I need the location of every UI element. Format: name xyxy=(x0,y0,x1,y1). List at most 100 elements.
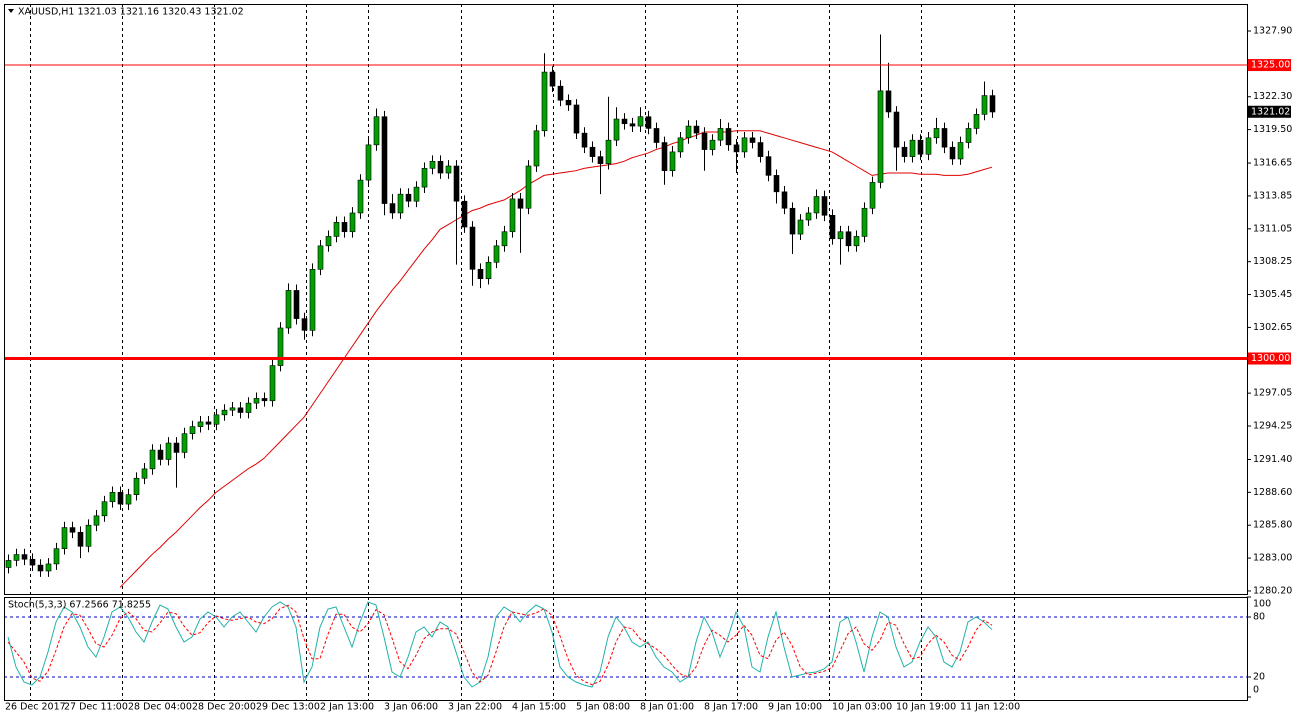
candle-body xyxy=(429,161,436,169)
candle-body xyxy=(845,231,852,247)
candle-body xyxy=(197,421,204,427)
y-tick-label: 1291.40 xyxy=(1253,454,1292,465)
x-tick-label: 28 Dec 20:00 xyxy=(192,702,256,713)
candle-body xyxy=(205,421,212,425)
candle-body xyxy=(133,477,140,495)
candle-body xyxy=(45,563,52,572)
candle-body xyxy=(917,139,924,155)
stoch-plot xyxy=(4,601,1247,688)
candle-body xyxy=(405,193,412,202)
candle-body xyxy=(317,245,324,270)
candle-body xyxy=(13,554,20,561)
menu-triangle[interactable] xyxy=(8,9,14,13)
x-tick-label: 2 Jan 13:00 xyxy=(320,702,374,713)
y-tick-label: 0 xyxy=(1253,685,1259,696)
candle-body xyxy=(333,222,340,237)
x-tick-label: 11 Jan 12:00 xyxy=(960,702,1020,713)
candle-body xyxy=(269,365,276,402)
candle-body xyxy=(213,414,220,425)
candle-body xyxy=(437,161,444,174)
candle-body xyxy=(245,402,252,413)
candle-body xyxy=(445,165,452,174)
axes-layer: 1327.90 1322.30 1319.50 1316.65 1313.85 1311.… xyxy=(5,25,1292,712)
candle-body xyxy=(341,222,348,233)
candle-body xyxy=(773,175,780,193)
candle-body xyxy=(93,515,100,526)
x-tick-label: 29 Dec 13:00 xyxy=(256,702,320,713)
candle-body xyxy=(789,207,796,235)
candle-body xyxy=(293,290,300,319)
candle-body xyxy=(573,104,580,134)
x-tick-label: 10 Jan 19:00 xyxy=(896,702,956,713)
candle-body xyxy=(581,132,588,148)
candle-body xyxy=(413,186,420,202)
candle-body xyxy=(525,165,532,209)
candle-body xyxy=(925,137,932,155)
candle-body xyxy=(421,168,428,188)
y-tick-label: 1311.05 xyxy=(1253,223,1292,234)
candle-body xyxy=(821,196,828,216)
candle-body xyxy=(989,95,996,113)
y-tick-label: 1285.80 xyxy=(1253,520,1292,531)
candle-body xyxy=(829,215,836,240)
candle-body xyxy=(645,116,652,129)
candle-body xyxy=(701,132,708,150)
candle-body xyxy=(621,118,628,125)
candle-body xyxy=(837,231,844,240)
candle-body xyxy=(949,146,956,160)
candle-body xyxy=(885,90,892,113)
indicator-title: Stoch(5,3,3) 67.2566 71.8255 xyxy=(8,600,151,611)
grid-layer xyxy=(30,4,1015,700)
candle-body xyxy=(141,468,148,479)
moving-average xyxy=(119,130,993,588)
candle-body xyxy=(669,151,676,171)
y-tick-label: 1288.60 xyxy=(1253,487,1292,498)
candle-body xyxy=(517,198,524,209)
y-tick-label: 1294.25 xyxy=(1253,421,1292,432)
candle-body xyxy=(565,99,572,106)
candle-body xyxy=(965,128,972,143)
candle-body xyxy=(509,198,516,233)
candle-body xyxy=(661,142,668,171)
candle-body xyxy=(109,492,116,503)
candle-body xyxy=(597,156,604,164)
x-tick-label: 3 Jan 22:00 xyxy=(448,702,502,713)
price-tag-text: 1321.02 xyxy=(1251,106,1290,117)
candle-body xyxy=(165,442,172,460)
candle-body xyxy=(125,494,132,505)
candle-body xyxy=(869,182,876,209)
x-tick-label: 10 Jan 03:00 xyxy=(832,702,892,713)
candle-body xyxy=(893,111,900,148)
candle-body xyxy=(757,142,764,157)
candle-body xyxy=(5,560,12,568)
x-tick-label: 8 Jan 17:00 xyxy=(704,702,758,713)
level-tag xyxy=(1248,352,1291,365)
candle-body xyxy=(253,398,260,404)
candle-body xyxy=(301,318,308,331)
y-tick-label: 1316.65 xyxy=(1253,158,1292,169)
x-tick-label: 26 Dec 2017 xyxy=(5,702,66,713)
candle-body xyxy=(549,71,556,87)
y-tick-label: 1305.45 xyxy=(1253,289,1292,300)
candle-body xyxy=(717,128,724,141)
candle-body xyxy=(765,156,772,176)
candle-body xyxy=(21,554,28,560)
candle-body xyxy=(493,245,500,263)
candle-body xyxy=(973,114,980,129)
candle-body xyxy=(501,231,508,247)
candle-body xyxy=(853,236,860,247)
candle-body xyxy=(189,426,196,434)
candle-body xyxy=(693,125,700,134)
candle-body xyxy=(357,179,364,214)
candle-body xyxy=(957,142,964,160)
candle-body xyxy=(453,165,460,202)
x-tick-label: 28 Dec 04:00 xyxy=(128,702,192,713)
candle-body xyxy=(397,193,404,214)
candle-body xyxy=(605,139,612,164)
candle-body xyxy=(797,219,804,235)
candle-body xyxy=(741,137,748,153)
candle-body xyxy=(749,137,756,143)
candle-body xyxy=(261,398,268,402)
